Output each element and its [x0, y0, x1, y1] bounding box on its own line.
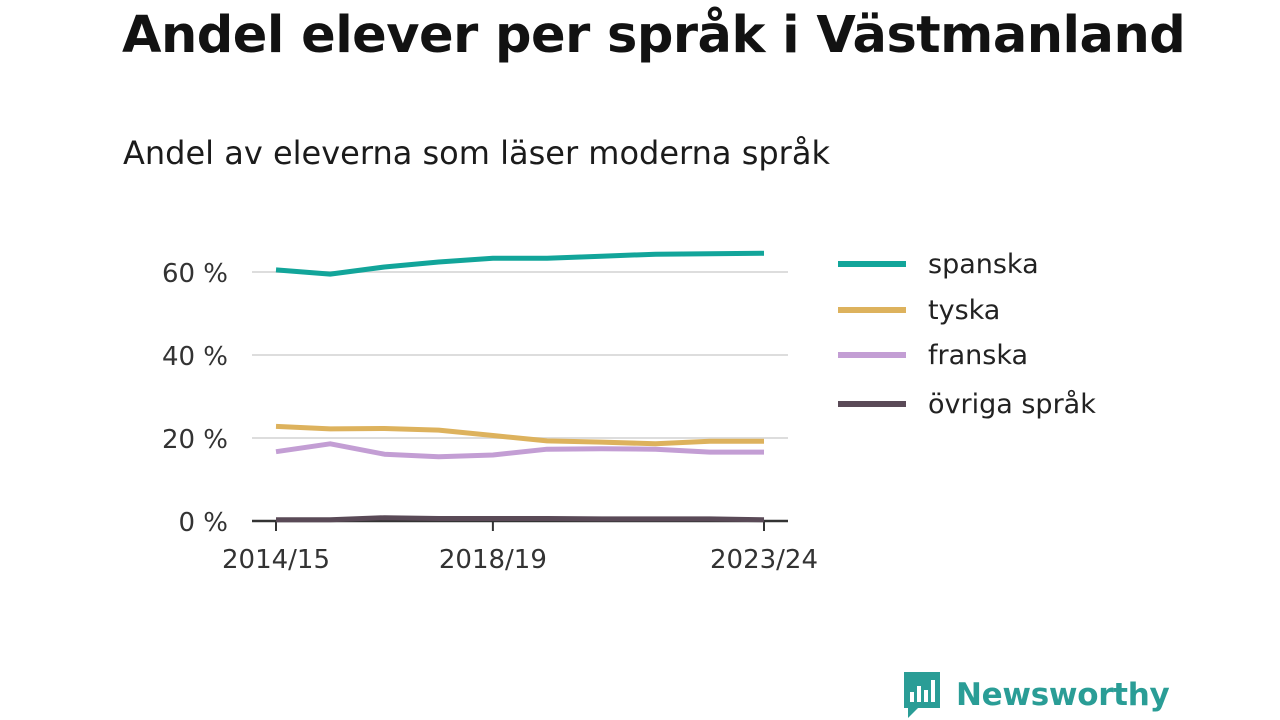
legend-label: övriga språk: [928, 389, 1096, 420]
page-title: Andel elever per språk i Västmanland: [122, 6, 1186, 65]
series-line-franska: [275, 441, 764, 460]
y-tick-label: 0 %: [178, 508, 228, 538]
legend-label: spanska: [928, 249, 1039, 280]
y-tick-label: 20 %: [162, 425, 228, 455]
x-tick-label: 2023/24: [710, 545, 818, 575]
y-tick-label: 60 %: [162, 259, 228, 289]
x-tick-label: 2018/19: [439, 545, 547, 575]
series-lines: [275, 250, 765, 523]
newsworthy-logo: Newsworthy: [902, 670, 1170, 720]
bar-chart-icon: [904, 672, 940, 718]
legend: spanska tyska franska övriga språk: [838, 249, 1096, 420]
chart-subtitle: Andel av eleverna som läser moderna språ…: [123, 134, 830, 172]
series-line-tyska: [275, 423, 764, 447]
legend-label: tyska: [928, 295, 1000, 326]
x-axis: 2014/15 2018/19 2023/24: [222, 519, 818, 575]
y-tick-labels: 0 % 20 % 40 % 60 %: [162, 259, 228, 538]
gridlines: [252, 271, 788, 439]
series-line-ovriga: [276, 515, 765, 523]
brand-name: Newsworthy: [956, 677, 1170, 713]
y-tick-label: 40 %: [162, 342, 228, 372]
x-tick-label: 2014/15: [222, 545, 330, 575]
series-line-spanska: [275, 250, 765, 277]
legend-label: franska: [928, 340, 1028, 371]
